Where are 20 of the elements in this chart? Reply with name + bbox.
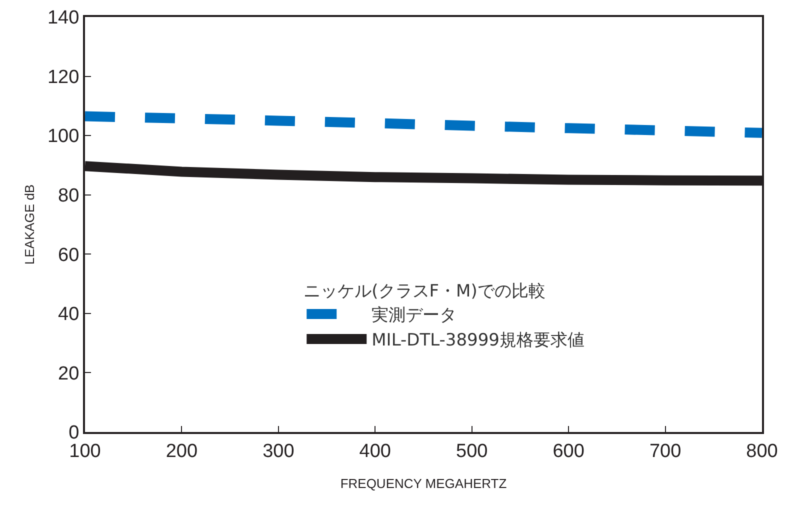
legend-label: 実測データ — [372, 306, 457, 326]
x-tick-label: 500 — [456, 440, 488, 462]
x-tick-label: 200 — [166, 440, 198, 462]
x-tick-label: 800 — [746, 440, 778, 462]
x-tick-label: 700 — [649, 440, 682, 462]
legend-label: MIL-DTL-38999規格要求値 — [372, 330, 584, 351]
y-axis-title: LEAKAGE dB — [22, 184, 37, 265]
y-tick-label: 120 — [47, 66, 80, 88]
y-tick-label: 20 — [58, 363, 80, 384]
y-tick-label: 140 — [47, 8, 80, 29]
x-tick-label: 300 — [262, 440, 294, 462]
y-tick-label: 60 — [58, 244, 80, 266]
y-tick-label: 100 — [47, 126, 80, 148]
y-tick-label: 40 — [58, 304, 80, 326]
x-tick-label: 400 — [359, 440, 391, 462]
y-tick-label: 80 — [58, 186, 80, 207]
x-tick-label: 600 — [552, 440, 584, 462]
y-tick-label: 0 — [68, 422, 80, 444]
x-axis-title: FREQUENCY MEGAHERTZ — [340, 476, 507, 491]
legend-title: ニッケル(クラスF・M)での比較 — [304, 281, 546, 302]
